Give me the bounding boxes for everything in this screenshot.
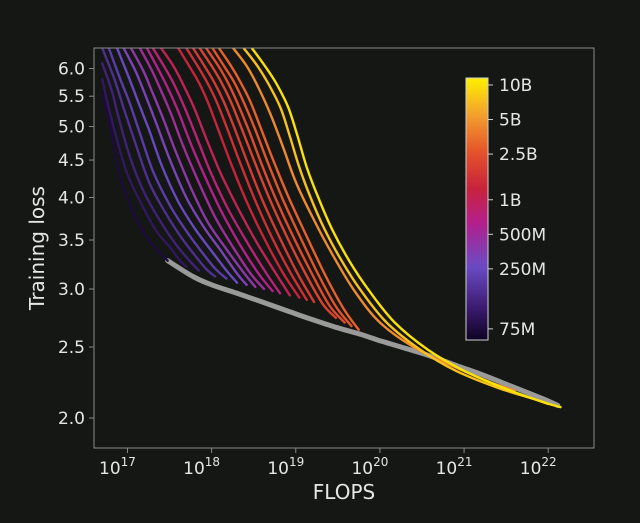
loss-curve-7	[129, 48, 257, 289]
loss-curves	[101, 48, 562, 409]
colorbar-tick-label: 1B	[499, 191, 521, 211]
loss-curve-10	[151, 48, 282, 295]
x-tick-label: 1022	[520, 455, 557, 479]
loss-curve-18	[217, 48, 360, 331]
colorbar: 10B 5B 2.5B 1B 500M 250M 75M	[465, 76, 546, 341]
colorbar-tick-label: 5B	[499, 111, 521, 131]
loss-curve-17	[211, 48, 353, 328]
y-tick-label: 2.0	[58, 409, 85, 429]
x-tick-label: 1017	[99, 455, 136, 479]
x-tick-label: 1018	[183, 455, 220, 479]
loss-curve-2	[101, 62, 200, 272]
loss-curve-15	[198, 48, 338, 320]
loss-curve-14	[191, 48, 316, 304]
loss-curve-1	[101, 78, 188, 268]
colorbar-gradient	[465, 77, 489, 341]
loss-curve-8	[138, 48, 266, 291]
colorbar-tick-label: 500M	[499, 225, 546, 245]
x-axis-title: FLOPS	[313, 480, 375, 504]
colorbar-tick-label: 250M	[499, 260, 546, 280]
plot-frame	[93, 47, 595, 449]
x-tick-label: 1019	[267, 455, 304, 479]
y-tick-label: 2.5	[58, 338, 85, 358]
colorbar-tick-label: 75M	[499, 320, 535, 340]
loss-curve-12	[176, 48, 301, 299]
y-axis-title: Training loss	[25, 186, 49, 311]
loss-curve-20	[242, 48, 550, 406]
loss-curve-13	[185, 48, 308, 301]
loss-curve-19	[231, 48, 516, 392]
y-tick-label: 6.0	[58, 60, 85, 80]
loss-curve-0	[101, 92, 169, 262]
compute-frontier-line	[165, 258, 561, 408]
y-tick-label: 4.5	[58, 151, 85, 171]
y-tick-label: 3.0	[58, 280, 85, 300]
loss-curve-21	[250, 48, 562, 409]
loss-curve-3	[101, 48, 217, 278]
colorbar-tick-label: 2.5B	[499, 145, 538, 165]
loss-curve-6	[122, 48, 248, 286]
y-tick-label: 5.5	[58, 87, 85, 107]
loss-curve-4	[107, 48, 228, 280]
x-axis: 1017 1018 1019 1020 1021 1022	[99, 448, 557, 479]
loss-curve-16	[204, 48, 346, 324]
x-tick-label: 1021	[436, 455, 473, 479]
y-tick-label: 3.5	[58, 231, 85, 251]
loss-curve-11	[159, 48, 291, 297]
y-axis: 6.0 5.5 5.0 4.5 4.0 3.5 3.0 2.5 2.0	[58, 60, 94, 429]
y-tick-label: 5.0	[58, 118, 85, 138]
y-tick-label: 4.0	[58, 189, 85, 209]
x-tick-label: 1020	[351, 455, 388, 479]
loss-curve-5	[115, 48, 239, 284]
loss-curve-9	[145, 48, 274, 293]
colorbar-tick-label: 10B	[499, 76, 532, 96]
